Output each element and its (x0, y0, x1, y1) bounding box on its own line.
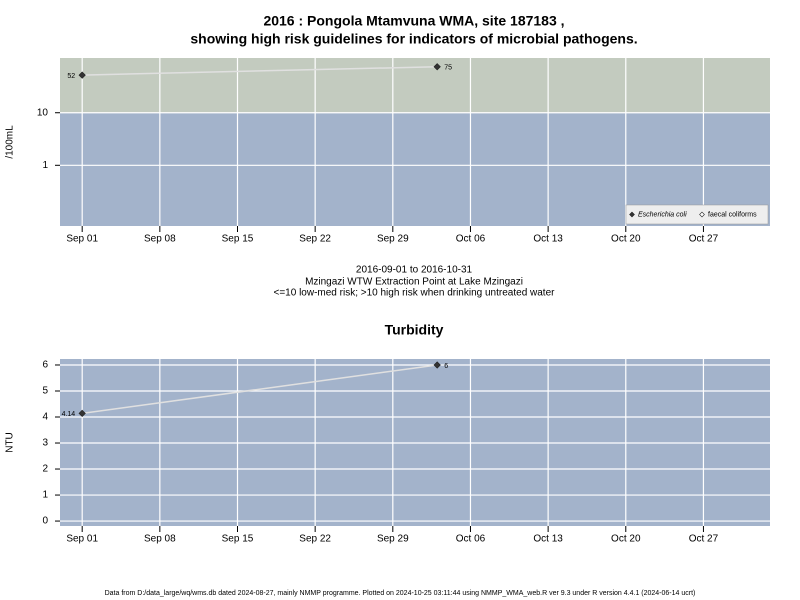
y-tick-label: 1 (42, 160, 48, 171)
data-label: 6 (444, 363, 448, 370)
x-tick-label: Oct 20 (611, 534, 641, 545)
x-tick-label: Oct 13 (533, 534, 563, 545)
x-tick-label: Oct 06 (456, 534, 486, 545)
data-point (433, 63, 441, 71)
x-tick-label: Oct 06 (456, 234, 486, 245)
y-tick-label: 4 (42, 412, 48, 423)
y-tick-label: 5 (42, 386, 48, 397)
x-tick-label: Sep 29 (377, 234, 409, 245)
x-tick-label: Sep 22 (299, 534, 331, 545)
legend-box (625, 204, 769, 225)
x-tick-label: Oct 20 (611, 234, 641, 245)
x-tick-label: Sep 01 (66, 534, 98, 545)
y-tick-label: 6 (42, 360, 48, 371)
y-tick-label: 2 (42, 464, 48, 475)
data-label: 4.14 (62, 411, 76, 418)
chart-title: Turbidity (385, 322, 444, 338)
x-tick-label: Sep 01 (66, 234, 98, 245)
y-tick-label: 3 (42, 438, 48, 449)
series-line (82, 65, 438, 76)
legend-label: faecal coliforms (708, 211, 757, 218)
chart-title: showing high risk guidelines for indicat… (190, 31, 637, 47)
x-tick-label: Sep 15 (222, 234, 254, 245)
series-line (82, 364, 438, 415)
legend-marker (629, 211, 635, 218)
y-axis-label: NTU (5, 432, 16, 453)
x-tick-label: Sep 15 (222, 534, 254, 545)
data-label: 75 (444, 65, 452, 72)
x-tick-label: Sep 22 (299, 234, 331, 245)
data-point (433, 361, 441, 369)
data-point (78, 71, 86, 79)
y-axis-label: /100mL (5, 125, 16, 159)
high-risk-band (60, 58, 770, 113)
footer: Data from D:/data_large/wq/wms.db dated … (105, 590, 696, 597)
x-tick-label: Sep 29 (377, 534, 409, 545)
x-tick-label: Sep 08 (144, 534, 176, 545)
chart-title: 2016 : Pongola Mtamvuna WMA, site 187183… (263, 13, 564, 29)
y-tick-label: 10 (37, 107, 49, 118)
data-label: 52 (67, 73, 75, 80)
legend-label: Escherichia coli (638, 211, 687, 218)
subtitle: 2016-09-01 to 2016-10-31 (356, 265, 473, 276)
legend-marker (699, 211, 705, 218)
subtitle: Mzingazi WTW Extraction Point at Lake Mz… (305, 277, 523, 288)
x-tick-label: Oct 27 (689, 534, 719, 545)
y-tick-label: 1 (42, 490, 48, 501)
subtitle: <=10 low-med risk; >10 high risk when dr… (274, 288, 556, 299)
data-point (78, 409, 86, 417)
x-tick-label: Sep 08 (144, 234, 176, 245)
x-tick-label: Oct 13 (533, 234, 563, 245)
y-tick-label: 0 (42, 516, 48, 527)
x-tick-label: Oct 27 (689, 234, 719, 245)
